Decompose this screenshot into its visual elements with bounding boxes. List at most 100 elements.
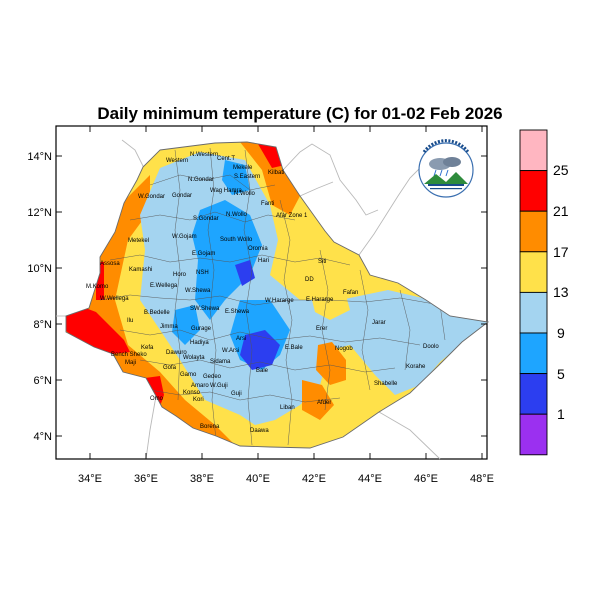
y-tick-label: 14°N [27, 151, 52, 163]
colorbar-box [519, 129, 548, 172]
region-label: Fanti [261, 201, 274, 207]
region-label: Liban [280, 405, 295, 411]
region-label: Kilbati [268, 170, 284, 176]
y-tick-label: 10°N [27, 263, 52, 275]
region-label: Hadiya [190, 340, 209, 346]
region-label: W.Arsi [222, 348, 239, 354]
colorbar-box [519, 251, 548, 293]
region-label: Western [166, 158, 188, 164]
color-bar [519, 129, 548, 456]
region-label: E.Bale [285, 345, 303, 351]
region-label: Gamo [180, 372, 197, 378]
ethiopia-outline [65, 141, 490, 449]
plot-frame [55, 125, 488, 460]
region-label: Mekele [233, 165, 253, 171]
y-tick-label: 8°N [34, 319, 53, 331]
region-label: Cent.T [217, 156, 235, 162]
y-tick-label: 6°N [34, 375, 53, 387]
region-label: W.Shewa [185, 288, 211, 294]
region-label: Erer [316, 326, 327, 332]
x-tick-label: 38°E [190, 473, 214, 485]
y-tick-label: 4°N [34, 431, 53, 443]
x-tick-label: 42°E [302, 473, 326, 485]
region-label: N.Wollo [226, 212, 248, 218]
region-label: W.Hararge [265, 298, 294, 304]
region-label: Bale [256, 368, 269, 374]
region-label: Omo [150, 396, 164, 402]
colorbar-label: 9 [557, 325, 565, 341]
region-label: Gurage [191, 326, 212, 332]
region-label: Kamashi [129, 267, 152, 273]
colorbar-box [519, 291, 548, 334]
colorbar-box [519, 170, 548, 212]
region-label: E.Gojam [192, 251, 215, 257]
x-tick-label: 46°E [414, 473, 438, 485]
region-label: W.Gojam [172, 234, 197, 240]
region-label: W.Wellega [100, 296, 129, 302]
region-label: Kefa [141, 345, 154, 351]
region-label: Dawuro [166, 350, 187, 356]
region-labels: N.Western Cent.T Mekele S.Eastern Kilbat… [86, 152, 439, 434]
region-label: N.Western [190, 152, 218, 158]
admin-borders [99, 147, 446, 446]
region-label: Afar Zone 1 [276, 213, 308, 219]
neighbour-borders [56, 139, 441, 460]
region-label: Konso [183, 390, 201, 396]
region-label: Arsi [236, 336, 246, 342]
region-label: N.Wollo [234, 191, 256, 197]
region-label: N.Gondar [188, 177, 214, 183]
colorbar-label: 21 [553, 203, 569, 219]
region-label: Oromia [248, 246, 268, 252]
region-label: SW.Shewa [190, 306, 220, 312]
region-label: Siti [318, 259, 326, 265]
region-label: Daawa [250, 428, 269, 434]
region-label: B.Bedelle [144, 310, 170, 316]
region-label: NSH [196, 270, 209, 276]
region-label: E.Wellega [150, 283, 178, 289]
region-label: Gondar [172, 193, 192, 199]
region-label: Gofa [163, 365, 177, 371]
colorbar-box [519, 413, 548, 456]
region-label: Nogob [335, 346, 353, 352]
x-tick-label: 36°E [134, 473, 158, 485]
region-label: South Wollo [220, 237, 253, 243]
y-tick-labels: 14°N 12°N 10°N 8°N 6°N 4°N [27, 151, 52, 443]
x-tick-label: 48°E [470, 473, 494, 485]
colorbar-box [519, 373, 548, 415]
colorbar-label: 25 [553, 162, 569, 178]
region-label: Afder [317, 400, 331, 406]
colorbar-label: 1 [557, 406, 565, 422]
region-label: Ilu [127, 318, 133, 324]
region-label: S.Eastern [234, 174, 260, 180]
region-label: S.Gondar [193, 216, 219, 222]
region-label: Doolo [423, 344, 439, 350]
region-label: Wolayta [183, 355, 205, 361]
agency-logo [418, 139, 474, 198]
map-title: Daily minimum temperature (C) for 01-02 … [97, 104, 503, 123]
axis-ticks [56, 126, 487, 459]
region-label: W.Gondar [138, 194, 165, 200]
region-label: Metekel [128, 238, 149, 244]
region-label: M.Komo [86, 284, 109, 290]
x-tick-label: 34°E [78, 473, 102, 485]
region-label: Sidama [210, 359, 231, 365]
colorbar-labels: 25 21 17 13 9 5 1 [553, 162, 569, 422]
colorbar-box [519, 332, 548, 375]
region-label: Amaro [191, 383, 209, 389]
region-label: Jimma [160, 324, 178, 330]
x-tick-label: 40°E [246, 473, 270, 485]
region-label: Hari [258, 258, 269, 264]
x-tick-labels: 34°E 36°E 38°E 40°E 42°E 44°E 46°E 48°E [78, 473, 494, 485]
colorbar-box [519, 210, 548, 253]
region-label: W.Guji [210, 383, 228, 389]
x-tick-label: 44°E [358, 473, 382, 485]
region-label: E.Shewa [225, 309, 250, 315]
region-label: Borena [200, 424, 220, 430]
region-label: Shabelle [374, 381, 398, 387]
region-label: Maji [125, 360, 136, 366]
colorbar-label: 17 [553, 244, 569, 260]
y-tick-label: 12°N [27, 207, 52, 219]
region-label: Assosa [100, 261, 120, 267]
